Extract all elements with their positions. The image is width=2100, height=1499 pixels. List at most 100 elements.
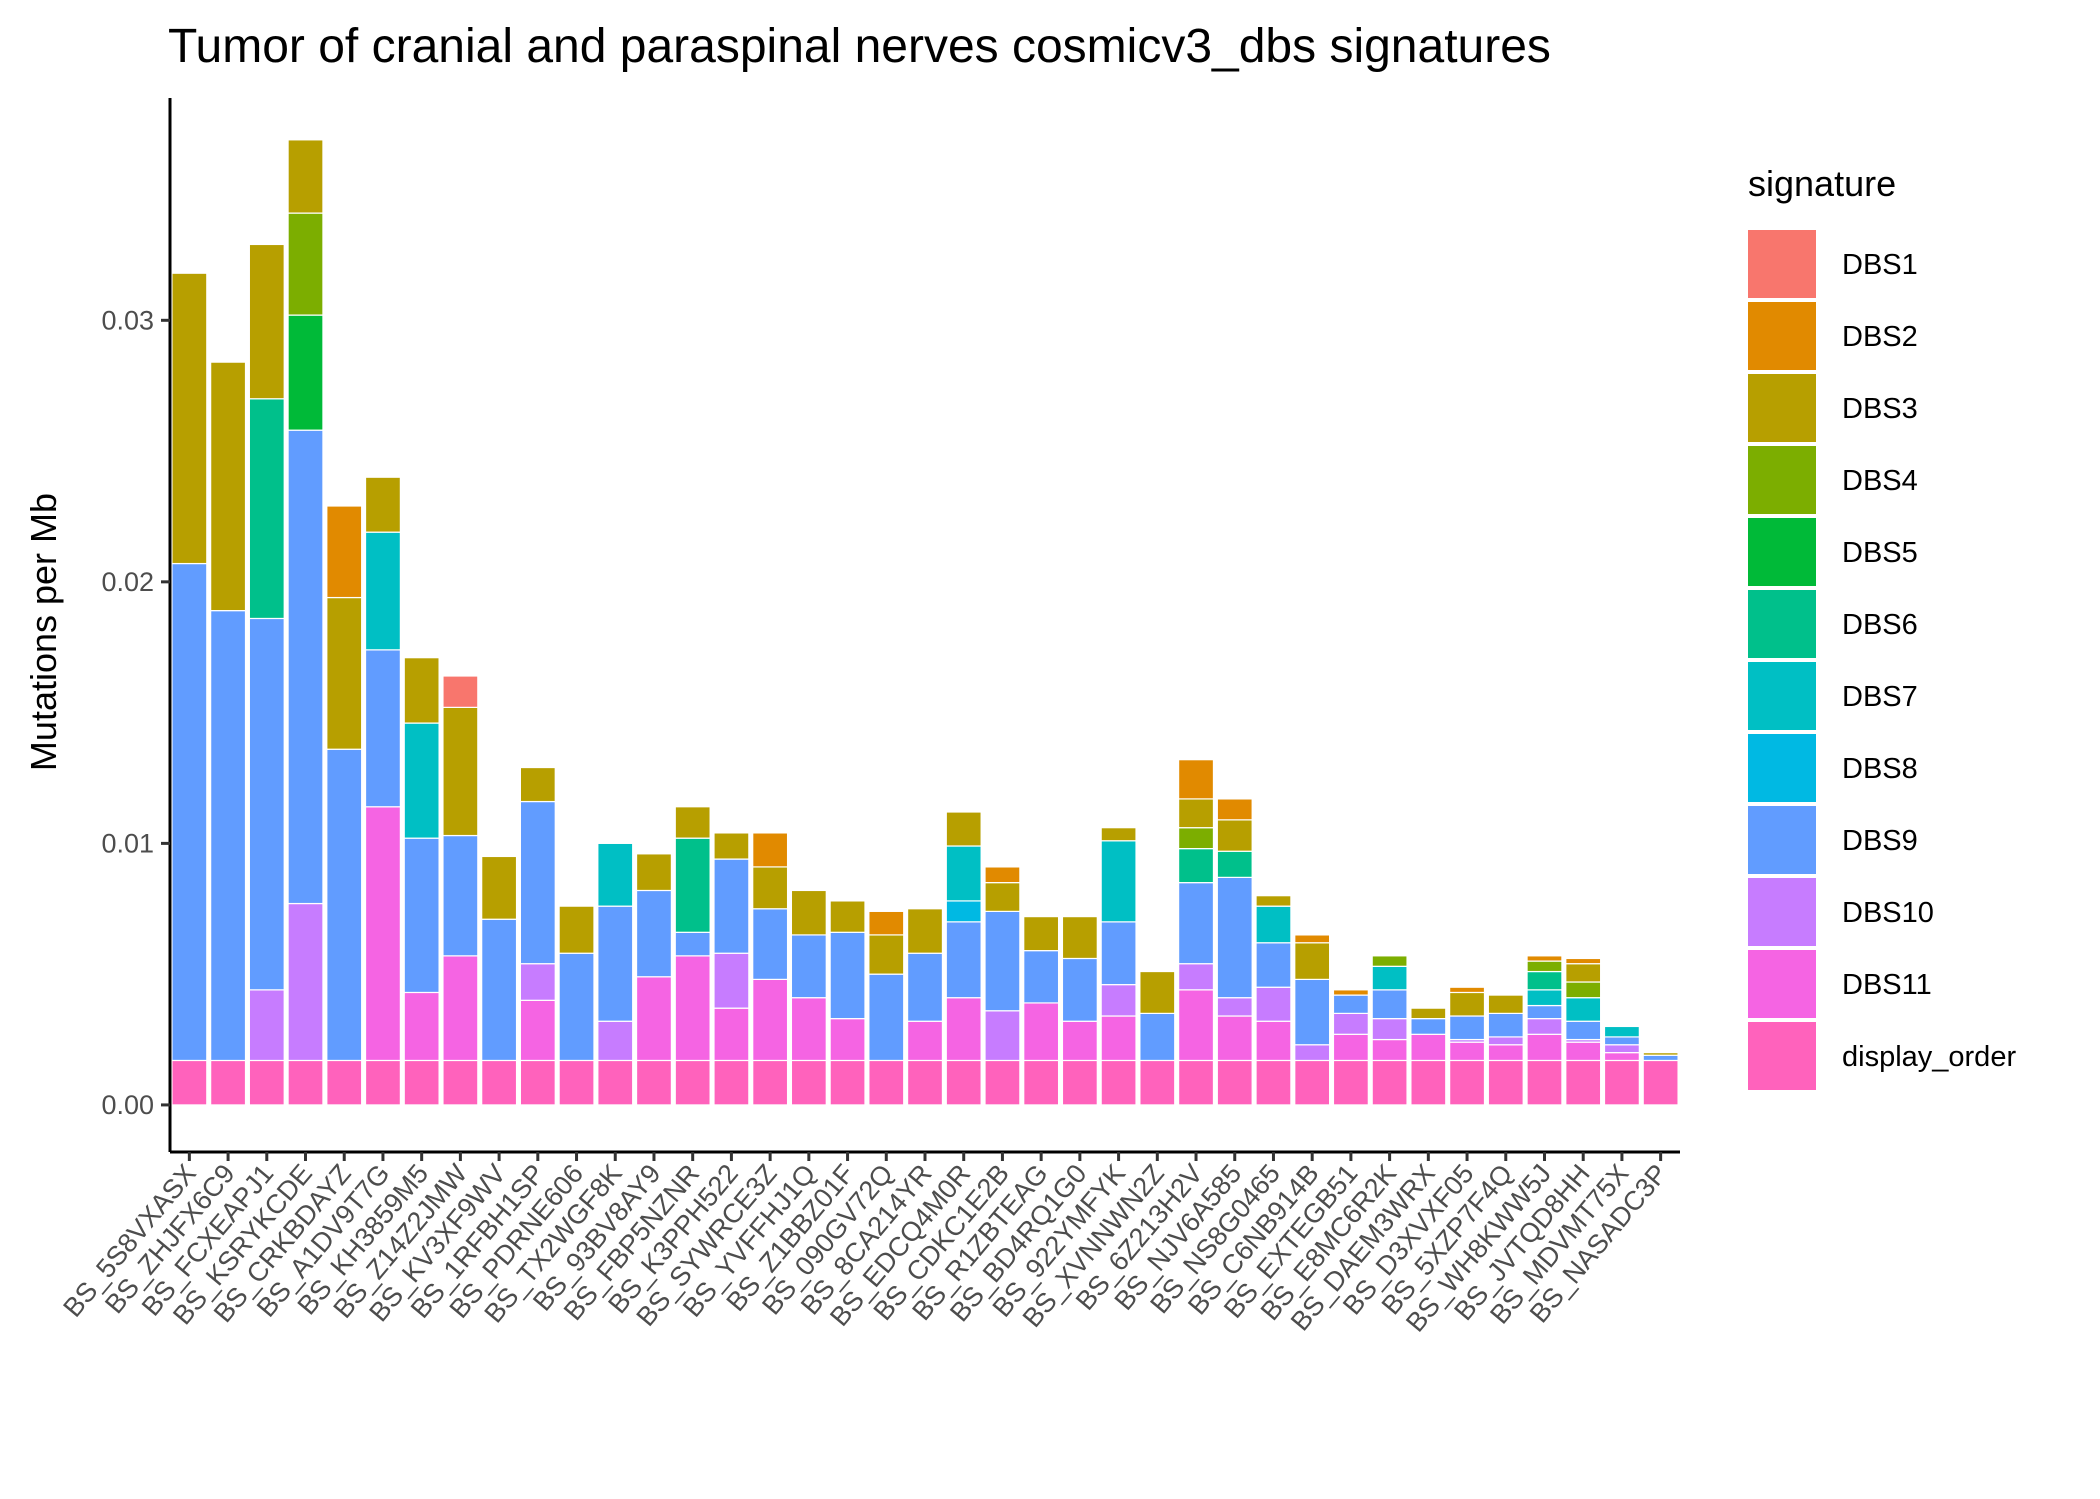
bar-stack <box>287 139 324 1106</box>
legend-label: DBS11 <box>1842 969 1932 1001</box>
bar-segment <box>945 811 982 847</box>
bars-layer <box>171 139 1679 1106</box>
legend-entry: DBS3 <box>1748 374 1918 442</box>
bar-segment <box>1371 965 1408 991</box>
bar-segment <box>1100 827 1137 842</box>
legend-entry: DBS5 <box>1748 518 1918 586</box>
bar-segment <box>1487 1012 1524 1038</box>
legend-label: DBS5 <box>1842 537 1918 569</box>
bar-segment <box>790 934 827 999</box>
bar-segment <box>1371 1038 1408 1062</box>
legend-title: signature <box>1748 163 1896 204</box>
bar-segment <box>1526 1018 1563 1035</box>
bar-segment <box>1565 957 1602 965</box>
bar-segment <box>1177 798 1215 829</box>
bar-segment <box>752 978 789 1062</box>
legend-key <box>1748 1022 1816 1090</box>
bar-stack <box>481 855 518 1106</box>
bar-segment <box>481 918 518 1062</box>
bar-segment <box>635 976 672 1062</box>
bar-segment <box>287 902 324 1062</box>
bar-segment <box>326 1059 363 1106</box>
bar-segment <box>403 722 440 839</box>
bar-segment <box>248 617 285 991</box>
bar-segment <box>364 649 401 808</box>
bar-segment <box>713 952 750 1009</box>
bar-segment <box>1255 942 1292 988</box>
bar-segment <box>945 997 982 1062</box>
bar-segment <box>1371 1059 1408 1106</box>
bar-segment <box>984 882 1021 912</box>
legend-label: DBS4 <box>1842 465 1918 497</box>
bar-segment <box>326 596 363 750</box>
legend-label: DBS7 <box>1842 681 1918 713</box>
bar-segment <box>1177 759 1215 800</box>
bar-segment <box>868 1059 905 1106</box>
legend-key <box>1748 230 1816 298</box>
bar-segment <box>829 900 866 933</box>
bar-stack <box>635 853 672 1106</box>
y-tick-label: 0.02 <box>101 567 154 597</box>
legend-entry: DBS1 <box>1748 230 1918 298</box>
bar-segment <box>868 934 905 975</box>
bar-stack <box>713 832 750 1106</box>
bar-segment <box>248 1059 285 1106</box>
bar-stack <box>984 866 1021 1106</box>
bar-stack <box>1255 895 1292 1106</box>
bar-segment <box>829 931 866 1020</box>
bar-segment <box>635 853 672 892</box>
bar-segment <box>945 845 982 902</box>
bar-segment <box>713 1007 750 1062</box>
bar-segment <box>1061 916 1098 960</box>
bar-segment <box>1100 1059 1137 1106</box>
legend-entry: display_order <box>1748 1022 2016 1090</box>
bar-segment <box>287 314 324 431</box>
bar-stack <box>1061 916 1098 1106</box>
bar-stack <box>1410 1007 1447 1106</box>
bar-segment <box>1449 1015 1486 1041</box>
bar-segment <box>1294 1059 1331 1106</box>
bar-segment <box>1449 986 1486 994</box>
bar-segment <box>597 905 634 1022</box>
bar-segment <box>713 858 750 954</box>
bar-stack <box>752 832 789 1106</box>
legend-entry: DBS11 <box>1748 950 1932 1018</box>
bar-segment <box>1642 1054 1679 1062</box>
legend-entry: DBS7 <box>1748 662 1918 730</box>
bar-segment <box>481 1059 518 1106</box>
bar-segment <box>1294 1044 1331 1062</box>
bar-segment <box>1487 1044 1524 1062</box>
legend-label: DBS6 <box>1842 609 1918 641</box>
bar-segment <box>674 931 711 957</box>
bar-segment <box>868 910 905 936</box>
bar-segment <box>1255 905 1292 944</box>
bar-stack <box>519 766 556 1106</box>
bar-segment <box>287 212 324 316</box>
bar-segment <box>1216 1059 1253 1106</box>
bar-segment <box>364 806 401 1062</box>
bar-segment <box>1449 991 1486 1017</box>
bar-segment <box>171 272 208 565</box>
bar-segment <box>1294 978 1331 1046</box>
bar-segment <box>326 505 363 599</box>
bar-stack <box>1139 970 1176 1106</box>
bar-segment <box>1449 1059 1486 1106</box>
bar-stack <box>906 908 944 1106</box>
bar-segment <box>1177 827 1215 850</box>
bar-segment <box>1177 989 1215 1062</box>
bar-segment <box>442 675 479 708</box>
bar-segment <box>519 1059 556 1106</box>
bar-segment <box>287 139 324 214</box>
bar-segment <box>1565 997 1602 1022</box>
y-axis: 0.00 0.01 0.02 0.03 <box>101 98 172 1152</box>
bar-segment <box>442 834 479 957</box>
legend-key <box>1748 446 1816 514</box>
bar-segment <box>519 800 556 965</box>
bar-segment <box>1177 848 1215 884</box>
bar-stack <box>597 842 634 1106</box>
bar-segment <box>1603 1025 1640 1038</box>
bar-segment <box>364 531 401 651</box>
bar-segment <box>1294 942 1331 980</box>
bar-segment <box>1603 1036 1640 1046</box>
bar-stack <box>1177 759 1215 1106</box>
